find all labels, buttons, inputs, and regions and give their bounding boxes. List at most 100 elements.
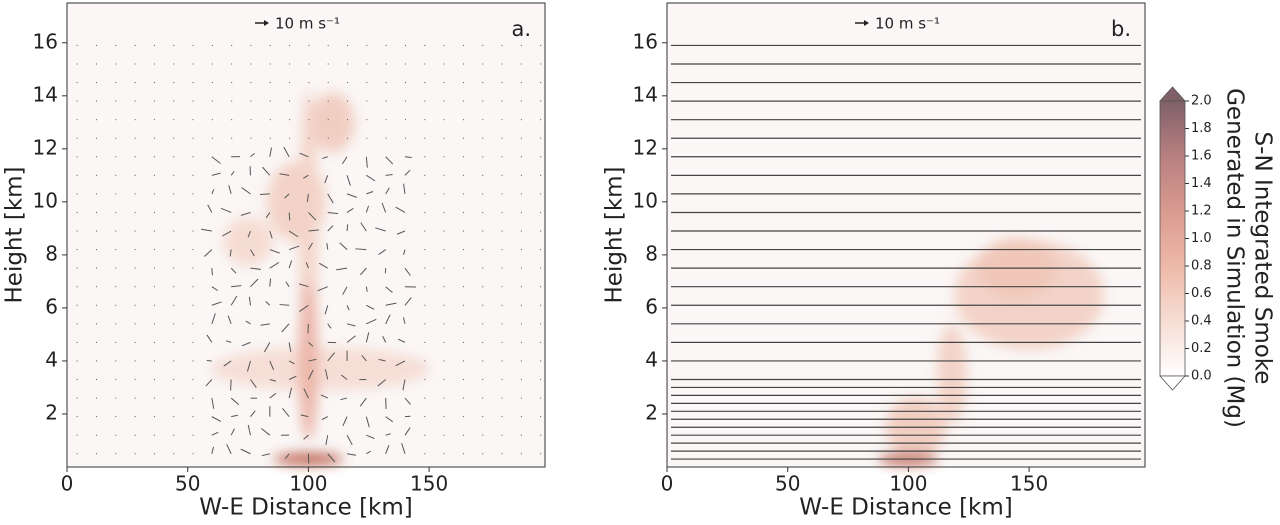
wind-vector	[283, 146, 290, 158]
wind-vector	[281, 323, 290, 333]
wind-vector	[269, 278, 272, 287]
wind-vector	[259, 193, 270, 196]
wind-vector	[223, 360, 232, 367]
wind-vector	[320, 394, 328, 399]
wind-vector	[264, 342, 271, 353]
colorbar-label: Generated in Simulation (Mg)	[1222, 88, 1248, 428]
wind-vector	[288, 212, 291, 221]
wind-vector	[341, 156, 348, 165]
wind-vector	[203, 249, 213, 257]
y-tick-label: 8	[45, 241, 58, 265]
wind-vector	[308, 229, 319, 232]
wind-vector	[261, 428, 271, 436]
wind-vector	[269, 379, 277, 382]
colorbar-tick-label: 2.0	[1191, 94, 1212, 109]
y-tick-label: 4	[45, 347, 58, 371]
wind-vector	[346, 453, 357, 456]
wind-vector	[240, 211, 251, 216]
wind-vector	[226, 444, 232, 454]
wind-vector	[308, 358, 317, 362]
wind-vector	[305, 262, 309, 269]
wind-vector	[324, 305, 329, 315]
wind-vector	[250, 410, 256, 417]
wind-vector	[288, 387, 293, 399]
wind-vector	[226, 340, 232, 343]
reference-label: 10 m s⁻¹	[875, 15, 940, 33]
wind-vector	[299, 152, 309, 158]
wind-vector	[230, 170, 235, 176]
wind-vector	[269, 249, 280, 254]
wind-vector	[307, 369, 314, 380]
smoke-blob	[936, 324, 967, 425]
wind-vector	[378, 358, 386, 362]
colorbar-tick-label: 0.4	[1191, 314, 1212, 329]
wind-vector	[327, 211, 339, 215]
wind-vector	[322, 156, 328, 159]
y-tick-label: 10	[33, 188, 58, 212]
wind-vector	[327, 352, 335, 362]
wind-vector	[401, 443, 406, 454]
colorbar-tick-label: 1.8	[1191, 121, 1212, 136]
wind-vector	[342, 416, 348, 427]
wind-vector	[206, 334, 213, 343]
wind-vector	[228, 185, 232, 195]
colorbar-label: S-N Integrated Smoke	[1250, 132, 1276, 385]
wind-vector	[327, 453, 336, 463]
wind-vector	[346, 335, 356, 343]
wind-vector	[250, 152, 255, 158]
y-tick-label: 6	[645, 294, 658, 318]
wind-vector	[299, 283, 309, 288]
wind-vector	[395, 360, 406, 367]
x-tick-label: 50	[175, 472, 200, 496]
wind-vector	[247, 424, 251, 436]
x-tick-label: 150	[1010, 472, 1048, 496]
wind-vector	[327, 193, 334, 204]
wind-vector	[385, 187, 390, 195]
colorbar-tick-label: 1.4	[1191, 176, 1212, 191]
wind-vector	[230, 397, 240, 406]
wind-vector	[385, 445, 390, 454]
wind-vector	[324, 175, 329, 184]
wind-vector	[403, 317, 406, 324]
wind-vector	[317, 286, 328, 292]
wind-vector	[250, 249, 255, 257]
x-tick-label: 50	[775, 472, 800, 496]
colorbar-tick-label: 1.2	[1191, 204, 1212, 219]
y-tick-label: 2	[645, 400, 658, 424]
wind-vector	[339, 242, 348, 250]
wind-vector	[250, 267, 261, 270]
wind-vector	[404, 156, 412, 159]
wind-vector	[398, 338, 406, 343]
wind-vector	[211, 431, 219, 436]
wind-vector	[346, 305, 350, 311]
colorbar-tick-label: 0.8	[1191, 259, 1212, 274]
reference-arrowhead	[264, 20, 269, 26]
colorbar-tick-label: 0.0	[1191, 369, 1212, 384]
wind-vector	[288, 245, 300, 251]
wind-vector	[396, 230, 406, 235]
wind-vector	[366, 434, 375, 440]
wind-vector	[303, 388, 309, 399]
wind-vector	[300, 414, 309, 418]
wind-vector	[366, 304, 375, 310]
wind-vector	[288, 360, 295, 365]
wind-vector	[299, 304, 309, 312]
wind-vector	[248, 296, 251, 306]
reference-arrowhead	[864, 20, 869, 26]
wind-vector	[211, 156, 221, 164]
wind-vector	[360, 222, 367, 232]
smoke-blob	[310, 92, 355, 153]
wind-vector	[404, 169, 411, 176]
wind-vector	[326, 243, 329, 250]
y-tick-label: 8	[645, 241, 658, 265]
wind-vector	[211, 286, 218, 291]
wind-vector	[385, 286, 393, 293]
wind-vector	[382, 335, 387, 343]
y-tick-label: 2	[45, 400, 58, 424]
wind-vector	[340, 374, 348, 380]
wind-vector	[342, 286, 348, 295]
wind-vector	[265, 300, 271, 306]
wind-vector	[279, 173, 290, 176]
wind-vector	[366, 191, 374, 195]
x-tick-label: 100	[289, 472, 327, 496]
